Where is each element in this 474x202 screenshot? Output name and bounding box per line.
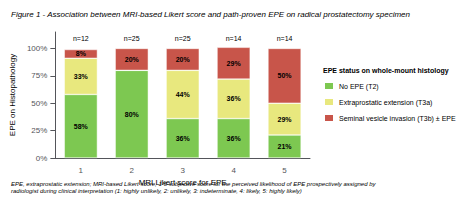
svg-text:n=14: n=14 bbox=[277, 35, 293, 42]
svg-text:EPE, extraprostatic extension;: EPE, extraprostatic extension; MRI-based… bbox=[11, 181, 377, 187]
svg-text:36%: 36% bbox=[227, 135, 242, 142]
svg-text:4: 4 bbox=[231, 166, 236, 175]
svg-text:radiologist during clinical in: radiologist during clinical interpretati… bbox=[11, 188, 302, 194]
svg-text:3: 3 bbox=[180, 166, 185, 175]
svg-text:2: 2 bbox=[130, 166, 135, 175]
svg-text:44%: 44% bbox=[176, 91, 191, 98]
svg-text:n=12: n=12 bbox=[73, 35, 89, 42]
svg-text:0%: 0% bbox=[36, 154, 48, 163]
svg-text:25%: 25% bbox=[31, 126, 47, 135]
svg-text:Extraprostatic extension (T3a): Extraprostatic extension (T3a) bbox=[339, 99, 432, 107]
svg-text:29%: 29% bbox=[227, 60, 242, 67]
svg-text:8%: 8% bbox=[76, 50, 87, 57]
svg-text:5: 5 bbox=[282, 166, 287, 175]
svg-text:n=25: n=25 bbox=[124, 35, 140, 42]
svg-text:36%: 36% bbox=[227, 95, 242, 102]
svg-text:29%: 29% bbox=[278, 116, 293, 123]
svg-text:1: 1 bbox=[79, 166, 84, 175]
svg-text:50%: 50% bbox=[278, 72, 293, 79]
svg-text:n=14: n=14 bbox=[226, 35, 242, 42]
svg-text:EPE status on whole-mount hist: EPE status on whole-mount histology bbox=[323, 67, 449, 75]
svg-text:Figure 1 - Association between: Figure 1 - Association between MRI-based… bbox=[11, 10, 411, 19]
svg-text:No EPE (T2): No EPE (T2) bbox=[339, 83, 379, 91]
svg-text:n=25: n=25 bbox=[175, 35, 191, 42]
svg-text:20%: 20% bbox=[125, 56, 140, 63]
svg-text:36%: 36% bbox=[176, 135, 191, 142]
svg-text:58%: 58% bbox=[74, 123, 89, 130]
svg-text:EPE on Histopathology: EPE on Histopathology bbox=[8, 54, 17, 136]
svg-text:Seminal vesicle invasion (T3b): Seminal vesicle invasion (T3b) ± EPE bbox=[339, 115, 456, 123]
svg-text:80%: 80% bbox=[125, 111, 140, 118]
svg-text:20%: 20% bbox=[176, 56, 191, 63]
svg-text:100%: 100% bbox=[27, 44, 47, 53]
svg-text:33%: 33% bbox=[74, 73, 89, 80]
svg-text:21%: 21% bbox=[278, 143, 293, 150]
svg-text:75%: 75% bbox=[31, 71, 47, 80]
svg-text:50%: 50% bbox=[31, 99, 47, 108]
